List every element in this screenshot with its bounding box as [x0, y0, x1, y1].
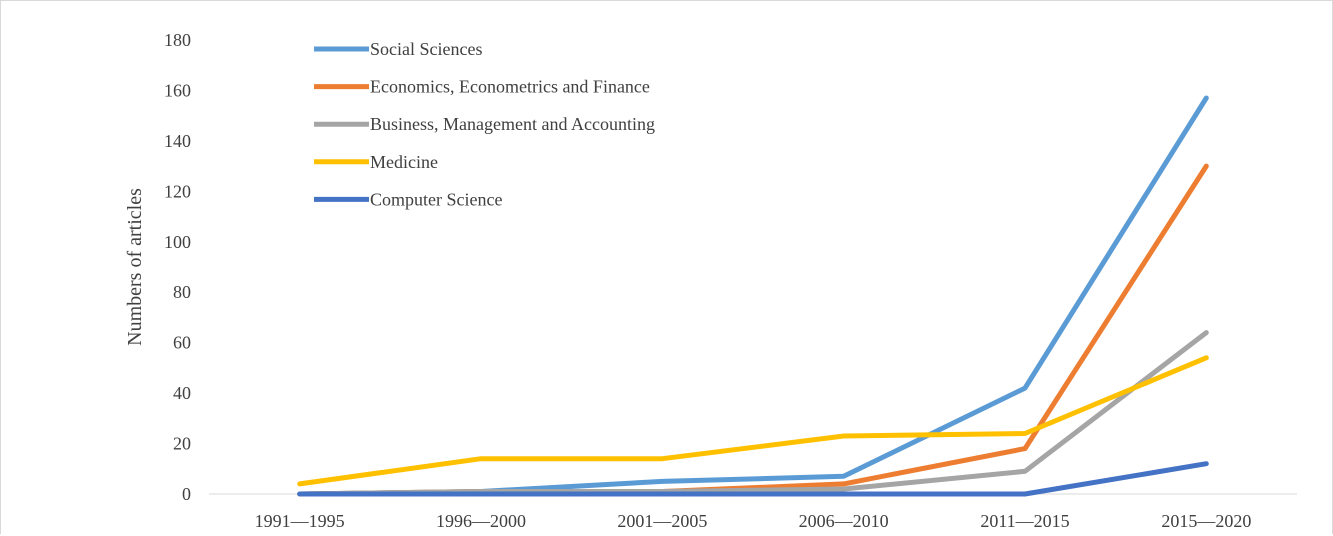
y-tick-labels: 0 20 40 60 80 100 120 140 160 180 [164, 30, 191, 504]
y-tick-label: 140 [164, 131, 191, 151]
y-tick-label: 20 [173, 434, 191, 454]
x-tick-labels: 1991—1995 1996—2000 2001—2005 2006—2010 2011… [255, 511, 1252, 531]
y-tick-label: 100 [164, 232, 191, 252]
x-tick-label: 2011—2015 [980, 511, 1069, 531]
series-line-medicine [297, 355, 1209, 487]
y-tick-label: 80 [173, 282, 191, 302]
x-tick-label: 1996—2000 [436, 511, 526, 531]
legend-label: Computer Science [370, 189, 502, 209]
series-line-computer-science [297, 461, 1209, 497]
y-tick-label: 160 [164, 80, 191, 100]
legend: Social Sciences Economics, Econometrics a… [314, 39, 655, 209]
legend-label: Economics, Econometrics and Finance [370, 77, 650, 97]
y-tick-label: 120 [164, 181, 191, 201]
x-tick-label: 2015—2020 [1161, 511, 1251, 531]
legend-label: Business, Management and Accounting [370, 114, 655, 134]
legend-label: Medicine [370, 152, 438, 172]
legend-label: Social Sciences [370, 39, 482, 59]
y-tick-label: 40 [173, 383, 191, 403]
x-tick-label: 2006—2010 [799, 511, 889, 531]
series-line-economics-econometrics-and-finance [297, 163, 1209, 497]
x-tick-label: 1991—1995 [255, 511, 345, 531]
y-tick-label: 60 [173, 333, 191, 353]
y-tick-label: 0 [182, 484, 191, 504]
y-axis-title: Numbers of articles [124, 188, 146, 346]
series-lines [297, 95, 1209, 497]
y-tick-label: 180 [164, 30, 191, 50]
x-tick-label: 2001—2005 [617, 511, 707, 531]
